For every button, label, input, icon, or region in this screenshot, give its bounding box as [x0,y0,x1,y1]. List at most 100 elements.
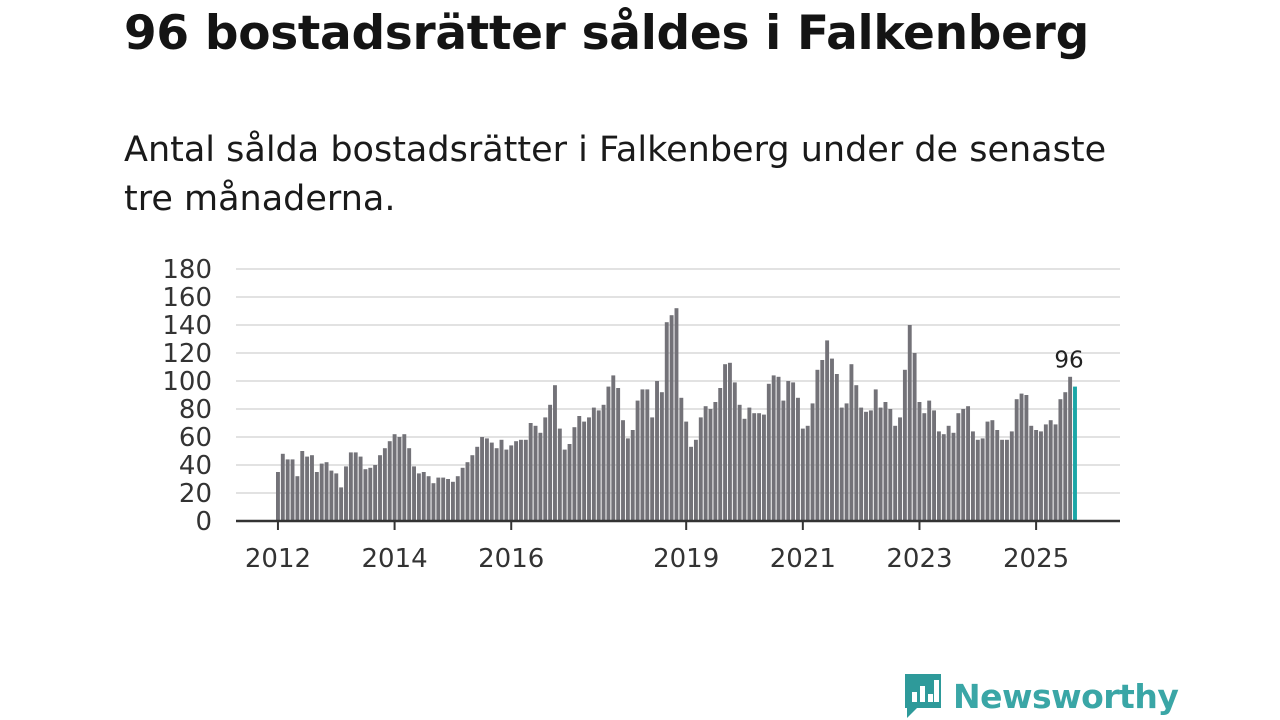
x-tick-label: 2021 [770,544,836,574]
bar [635,400,640,521]
bar [373,465,378,521]
bar [533,425,538,521]
bar [873,389,878,521]
bar [757,413,762,521]
bar [489,442,494,521]
y-tick-label: 60 [179,423,212,453]
bar [543,417,548,521]
bar [363,469,368,521]
bar [475,446,480,521]
bar [786,381,791,521]
bar [314,472,319,521]
bar [368,467,373,521]
bar [446,479,450,521]
y-tick-label: 0 [195,507,212,537]
bar [854,385,859,521]
bar [514,441,519,521]
bar [810,403,815,521]
bar [1014,399,1019,521]
x-tick-label: 2023 [886,544,952,574]
bar [295,476,300,521]
bar [499,439,504,521]
bar [800,428,805,521]
bar [805,425,810,521]
bar [519,439,523,521]
bar [1019,393,1024,521]
bar [348,452,353,521]
bar [1000,439,1005,521]
bar [504,449,509,521]
bar [650,417,655,521]
bar [762,414,766,521]
bar [344,466,348,521]
bar [557,428,562,521]
y-tick-label: 20 [179,479,212,509]
bar [1068,376,1073,521]
bar [450,481,455,521]
bar [796,397,800,521]
bar-highlight [1073,386,1077,521]
bar [587,417,591,521]
bar [290,459,295,521]
bar [509,445,514,521]
bar [591,407,596,521]
bar [630,430,635,521]
newsworthy-logo[interactable]: Newsworthy [903,672,1179,720]
bar [382,448,387,521]
bar [611,375,616,521]
bar [834,374,839,521]
bar [324,462,329,521]
bars [276,308,1077,521]
highlight-data-label: 96 [1054,348,1083,374]
bar [645,389,650,521]
bar [742,418,747,521]
chart-subtitle: Antal sålda bostadsrätter i Falkenberg u… [124,130,1107,219]
bar [397,437,402,521]
bar [839,407,844,521]
bar [305,456,310,521]
x-tick-label: 2025 [1003,544,1069,574]
bar [572,427,577,521]
bar [698,417,703,521]
bar [596,410,601,521]
bar [1024,395,1029,521]
bar [353,452,358,521]
bar [655,381,659,521]
bar [358,456,363,521]
bar [378,455,382,521]
bar [791,382,796,521]
y-tick-label: 160 [162,283,212,313]
bar [732,382,737,521]
bar [334,473,339,521]
bar [300,451,305,521]
bar [941,434,946,521]
bar [1043,424,1048,521]
bar [922,413,927,521]
bar [494,448,499,521]
bar [961,409,966,521]
bar [956,413,961,521]
bar [917,402,922,521]
bar [416,473,421,521]
bar [1029,425,1034,521]
x-tick-label: 2014 [362,544,428,574]
bar [825,340,830,521]
y-tick-label: 80 [179,395,212,425]
bar [747,407,752,521]
x-axis-ticks: 2012 2014 2016 2019 2021 2023 2025 [245,521,1069,574]
bar [606,386,611,521]
bar [946,425,951,521]
bar [1053,424,1058,521]
bar [815,369,820,521]
bar [1058,399,1063,521]
bar [718,388,723,521]
bar [781,400,786,521]
bar [990,420,995,521]
bar [936,431,941,521]
bar [562,449,567,521]
y-tick-label: 180 [162,255,212,285]
bar [868,410,873,521]
bar [659,392,664,521]
y-tick-label: 120 [162,339,212,369]
bar [737,404,742,521]
